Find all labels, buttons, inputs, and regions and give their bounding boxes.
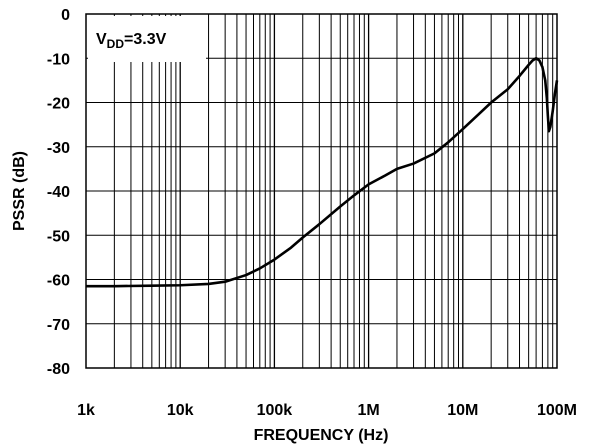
- series-line-pssr: [86, 56, 559, 288]
- x-tick-label: 100k: [257, 402, 293, 419]
- annotation-text: VDD=3.3V: [96, 31, 167, 51]
- x-tick-labels: 1k 10k 100k 1M 10M 100M: [77, 402, 577, 419]
- x-tick-label: 100M: [537, 402, 577, 419]
- y-tick-label: -60: [47, 273, 70, 290]
- annotation-box: [88, 16, 206, 62]
- y-tick-label: -20: [47, 96, 70, 113]
- y-axis-label: PSSR (dB): [11, 151, 28, 231]
- y-tick-label: -10: [47, 51, 70, 68]
- x-tick-label: 10k: [167, 402, 194, 419]
- x-tick-label: 10M: [447, 402, 478, 419]
- x-tick-label: 1M: [357, 402, 379, 419]
- y-tick-label: -30: [47, 140, 70, 157]
- y-tick-labels: 0 -10 -20 -30 -40 -50 -60 -70 -80: [47, 7, 70, 378]
- y-tick-label: -80: [47, 361, 70, 378]
- x-tick-label: 1k: [77, 402, 95, 419]
- plot-frame: [85, 13, 558, 369]
- y-tick-label: 0: [61, 7, 70, 24]
- y-tick-label: -40: [47, 184, 70, 201]
- y-tick-label: -50: [47, 228, 70, 245]
- grid-lines: [86, 14, 557, 368]
- annotation-vdd: VDD=3.3V: [88, 16, 206, 62]
- y-tick-label: -70: [47, 317, 70, 334]
- x-axis-label: FREQUENCY (Hz): [254, 427, 389, 444]
